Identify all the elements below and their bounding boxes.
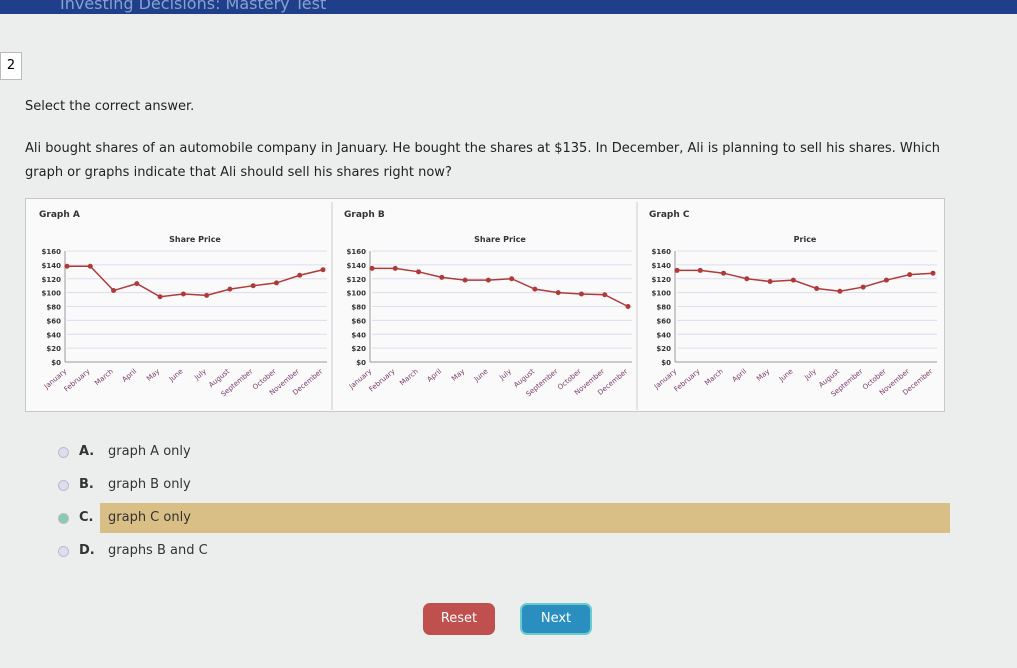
option-letter: A. — [79, 444, 95, 459]
y-tick-label: $20 — [351, 345, 366, 353]
price-line — [67, 265, 324, 298]
data-point — [814, 285, 820, 291]
price-line — [677, 269, 934, 292]
radio-button — [58, 546, 69, 557]
option-letter: D. — [79, 543, 95, 558]
data-point — [227, 286, 233, 292]
y-tick-label: $80 — [46, 304, 61, 312]
data-point — [532, 286, 538, 292]
data-point — [320, 267, 326, 273]
data-point — [555, 290, 561, 296]
y-tick-label: $60 — [46, 317, 61, 325]
y-tick-label: $20 — [656, 345, 671, 353]
y-tick-label: $120 — [652, 276, 672, 284]
data-point — [930, 270, 936, 276]
y-tick-label: $120 — [42, 276, 62, 284]
answer-option[interactable]: C. graph C only — [55, 503, 950, 533]
data-point — [721, 270, 727, 276]
graphs-frame — [25, 198, 945, 412]
y-tick-label: $140 — [347, 262, 367, 270]
data-point — [837, 288, 843, 294]
option-letter: B. — [79, 477, 94, 492]
chart-heading: Graph C — [649, 210, 690, 220]
y-tick-label: $160 — [42, 248, 62, 256]
y-tick-label: $40 — [46, 331, 61, 339]
data-point — [602, 292, 608, 298]
instruction: Select the correct answer. — [25, 99, 195, 114]
data-point — [64, 263, 70, 269]
y-tick-label: $0 — [661, 359, 671, 367]
question-text: Ali bought shares of an automobile compa… — [25, 141, 941, 180]
data-point — [744, 276, 750, 282]
data-point — [860, 284, 866, 290]
chart-title: Share Price — [474, 235, 526, 244]
data-point — [416, 269, 422, 275]
y-tick-label: $0 — [356, 359, 366, 367]
chart-heading: Graph A — [39, 210, 80, 220]
option-text: graph A only — [108, 444, 191, 459]
data-point — [157, 294, 163, 300]
data-point — [180, 291, 186, 297]
data-point — [790, 277, 796, 283]
graphs: $0 $20 $40 $60 $80 $100 $120 $140 $160 Graph A Sha… — [25, 198, 945, 412]
data-point — [674, 267, 680, 273]
y-tick-label: $120 — [347, 276, 367, 284]
y-tick-label: $0 — [51, 359, 61, 367]
data-point — [204, 292, 210, 298]
y-tick-label: $100 — [652, 290, 672, 298]
answer-option[interactable]: A. graph A only — [55, 437, 950, 467]
chart-heading: Graph B — [344, 210, 385, 220]
reset-button[interactable]: Reset — [423, 603, 495, 635]
option-letter: C. — [79, 510, 94, 525]
chart-title: Price — [794, 235, 817, 244]
y-tick-label: $100 — [347, 290, 367, 298]
data-point — [392, 265, 398, 271]
chart-title: Share Price — [169, 235, 221, 244]
data-point — [907, 272, 913, 278]
data-point — [697, 267, 703, 273]
option-text: graph C only — [100, 503, 950, 533]
top-bar: Investing Decisions: Mastery Test — [0, 0, 1017, 14]
radio-button — [58, 513, 69, 524]
data-point — [439, 274, 445, 280]
option-text: graph B only — [108, 477, 191, 492]
y-tick-label: $100 — [42, 290, 62, 298]
data-point — [134, 281, 140, 287]
y-tick-label: $60 — [656, 317, 671, 325]
option-text: graphs B and C — [108, 543, 208, 558]
data-point — [273, 280, 279, 286]
data-point — [578, 291, 584, 297]
y-tick-label: $160 — [347, 248, 367, 256]
radio-button — [58, 447, 69, 458]
next-button[interactable]: Next — [520, 603, 592, 635]
y-tick-label: $80 — [351, 304, 366, 312]
data-point — [509, 276, 515, 282]
y-tick-label: $80 — [656, 304, 671, 312]
answer-option[interactable]: B. graph B only — [55, 470, 950, 500]
data-point — [111, 288, 117, 294]
y-tick-label: $40 — [351, 331, 366, 339]
question-number: 2 — [0, 52, 22, 80]
y-tick-label: $20 — [46, 345, 61, 353]
y-tick-label: $160 — [652, 248, 672, 256]
y-tick-label: $40 — [656, 331, 671, 339]
data-point — [485, 277, 491, 283]
data-point — [250, 283, 256, 289]
y-tick-label: $60 — [351, 317, 366, 325]
data-point — [767, 279, 773, 285]
data-point — [625, 304, 631, 309]
data-point — [87, 263, 93, 269]
price-line — [372, 267, 629, 308]
data-point — [883, 277, 889, 283]
y-tick-label: $140 — [652, 262, 672, 270]
data-point — [462, 277, 468, 283]
y-tick-label: $140 — [42, 262, 62, 270]
data-point — [297, 272, 303, 278]
radio-button — [58, 480, 69, 491]
answer-option[interactable]: D. graphs B and C — [55, 536, 950, 566]
data-point — [369, 265, 375, 271]
